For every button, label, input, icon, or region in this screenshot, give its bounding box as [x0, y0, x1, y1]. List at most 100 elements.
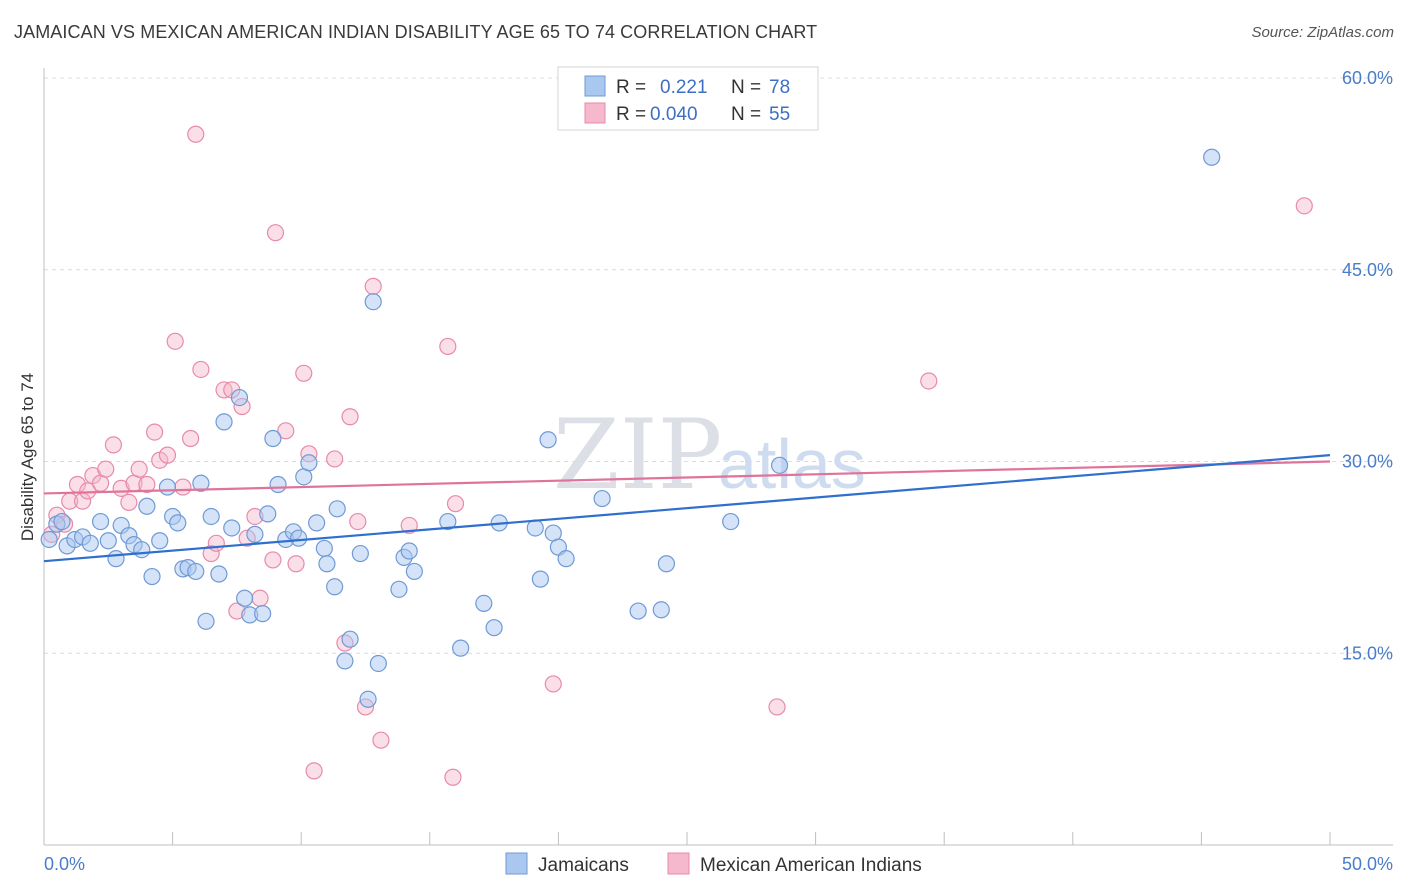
- point-jamaicans-74: [1203, 148, 1221, 166]
- point-jamaicans-63: [531, 570, 549, 588]
- point-jamaicans-57: [439, 512, 457, 531]
- point-jamaicans-23: [192, 474, 210, 492]
- point-jamaicans-26: [210, 565, 228, 583]
- point-jamaicans-36: [269, 475, 287, 494]
- x-tick-label-min: 0.0%: [44, 854, 85, 874]
- point-mexican-american-indians-47: [400, 516, 418, 535]
- trend-line-jamaicans: [43, 454, 1331, 563]
- point-jamaicans-73: [770, 456, 789, 474]
- point-mexican-american-indians-15: [138, 475, 156, 494]
- legend-r-label-2: R =: [616, 104, 646, 125]
- point-mexican-american-indians-53: [920, 372, 938, 390]
- y-tick-label-60: 60.0%: [1342, 68, 1393, 88]
- x-ticks: [43, 832, 1331, 845]
- bottom-legend-label-jamaicans: Jamaicans: [538, 855, 629, 876]
- point-jamaicans-13: [133, 541, 151, 559]
- legend-r-value-2: 0.040: [650, 104, 698, 125]
- axes: [43, 68, 1393, 846]
- point-jamaicans-56: [390, 580, 408, 598]
- legend-r-label-1: R =: [616, 77, 646, 98]
- bottom-legend-label-mexican: Mexican American Indians: [700, 855, 922, 876]
- point-jamaicans-64: [539, 431, 557, 449]
- point-jamaicans-35: [264, 429, 282, 448]
- point-jamaicans-50: [359, 690, 377, 708]
- point-jamaicans-52: [369, 654, 387, 673]
- point-mexican-american-indians-34: [266, 224, 285, 242]
- point-mexican-american-indians-14: [130, 460, 148, 478]
- point-mexican-american-indians-36: [287, 555, 305, 573]
- point-mexican-american-indians-18: [158, 446, 177, 464]
- trend-lines: [43, 454, 1331, 563]
- point-jamaicans-15: [143, 567, 161, 586]
- legend-r-value-1: 0.221: [660, 77, 708, 98]
- point-jamaicans-70: [652, 601, 670, 619]
- point-jamaicans-45: [326, 578, 344, 596]
- point-mexican-american-indians-21: [182, 429, 200, 448]
- point-jamaicans-59: [475, 594, 493, 612]
- point-jamaicans-51: [364, 293, 382, 311]
- point-jamaicans-49: [351, 544, 369, 563]
- point-mexican-american-indians-45: [364, 277, 382, 295]
- legend-n-label-1: N =: [731, 77, 761, 98]
- watermark-atlas: atlas: [718, 425, 866, 503]
- point-jamaicans-71: [657, 555, 676, 573]
- point-jamaicans-67: [557, 550, 575, 568]
- trend-line-mexican-american-indians: [43, 460, 1331, 495]
- point-jamaicans-2: [53, 512, 71, 531]
- legend-swatch-jamaicans: [584, 75, 606, 97]
- point-jamaicans-72: [722, 512, 740, 531]
- point-jamaicans-48: [341, 630, 359, 648]
- point-jamaicans-46: [328, 500, 346, 518]
- point-jamaicans-33: [254, 605, 272, 623]
- bottom-legend-swatch-mexican: [667, 852, 690, 875]
- point-jamaicans-28: [223, 519, 241, 537]
- point-mexican-american-indians-24: [202, 544, 220, 563]
- point-jamaicans-6: [81, 534, 99, 552]
- point-mexican-american-indians-48: [444, 768, 462, 786]
- legend-bottom: Jamaicans Mexican American Indians: [505, 852, 922, 876]
- y-tick-labels: 15.0% 30.0% 45.0% 60.0%: [1342, 68, 1393, 663]
- point-jamaicans-54: [400, 542, 418, 560]
- point-jamaicans-69: [629, 602, 647, 620]
- point-jamaicans-60: [485, 619, 503, 637]
- point-jamaicans-41: [300, 454, 318, 472]
- point-jamaicans-22: [187, 562, 205, 581]
- point-mexican-american-indians-54: [1295, 197, 1313, 215]
- point-jamaicans-14: [138, 497, 156, 515]
- point-mexican-american-indians-43: [349, 512, 367, 531]
- legend-swatch-mexican: [584, 102, 606, 124]
- point-jamaicans-9: [107, 550, 125, 568]
- y-tick-label-30: 30.0%: [1342, 452, 1393, 472]
- point-jamaicans-29: [230, 388, 249, 407]
- y-axis-title: Disability Age 65 to 74: [18, 373, 37, 541]
- watermark-zip: ZIP: [553, 399, 722, 511]
- point-mexican-american-indians-19: [166, 332, 184, 350]
- point-jamaicans-43: [315, 539, 333, 558]
- point-mexican-american-indians-25: [207, 534, 225, 552]
- point-jamaicans-24: [197, 612, 215, 630]
- point-jamaicans-39: [290, 529, 308, 547]
- x-tick-label-max: 50.0%: [1342, 854, 1393, 874]
- point-mexican-american-indians-20: [174, 478, 192, 496]
- point-jamaicans-25: [202, 507, 220, 526]
- legend-n-value-2: 55: [769, 104, 790, 125]
- chart-source: Source: ZipAtlas.com: [1251, 24, 1394, 41]
- point-jamaicans-27: [215, 413, 233, 431]
- point-jamaicans-7: [91, 512, 110, 531]
- point-mexican-american-indians-50: [446, 495, 465, 513]
- point-mexican-american-indians-37: [295, 364, 313, 382]
- point-jamaicans-34: [259, 505, 277, 523]
- point-mexican-american-indians-10: [104, 436, 123, 454]
- legend-n-label-2: N =: [731, 104, 761, 125]
- point-mexican-american-indians-46: [372, 731, 390, 749]
- point-jamaicans-16: [151, 532, 169, 550]
- point-mexican-american-indians-35: [277, 422, 295, 440]
- point-jamaicans-47: [336, 652, 354, 670]
- point-mexican-american-indians-22: [187, 125, 205, 143]
- point-mexican-american-indians-39: [305, 762, 323, 780]
- legend-top: R = 0.221 N = 78 R = 0.040 N = 55: [557, 66, 819, 131]
- point-mexican-american-indians-23: [192, 360, 210, 379]
- point-mexican-american-indians-40: [326, 450, 344, 468]
- point-mexican-american-indians-16: [145, 423, 164, 441]
